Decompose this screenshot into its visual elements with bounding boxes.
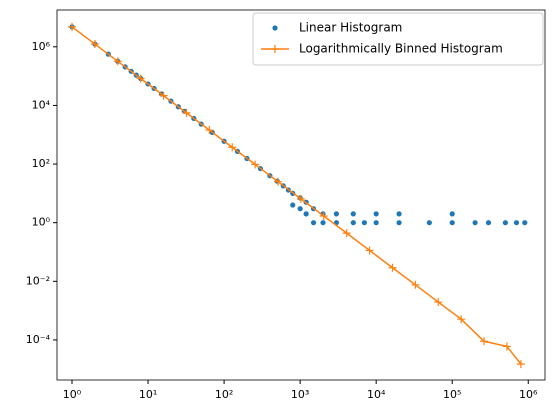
point — [296, 194, 305, 203]
point — [388, 263, 397, 272]
point — [350, 211, 356, 217]
point — [502, 220, 508, 226]
point — [396, 220, 402, 226]
x-tick-label: 10⁴ — [367, 388, 386, 401]
point — [90, 40, 99, 49]
point — [320, 220, 326, 226]
point — [182, 108, 191, 117]
point — [319, 212, 328, 221]
y-tick-label: 10⁶ — [32, 40, 51, 53]
point — [426, 220, 432, 226]
point — [113, 57, 122, 66]
point — [449, 211, 455, 217]
point — [342, 229, 351, 238]
point — [516, 360, 525, 369]
point — [290, 202, 296, 208]
point — [310, 220, 317, 226]
x-tick-label: 10¹ — [139, 388, 157, 401]
x-tick-label: 10⁵ — [443, 388, 461, 401]
point — [480, 337, 489, 346]
y-tick-label: 10⁻⁴ — [26, 333, 51, 346]
point — [502, 342, 511, 351]
plot-frame — [56, 9, 546, 381]
legend-label: Linear Histogram — [299, 21, 402, 35]
legend-box — [252, 12, 544, 66]
point — [449, 220, 455, 226]
point — [350, 220, 356, 226]
point — [485, 220, 492, 226]
y-tick-label: 10⁻² — [26, 274, 50, 287]
x-tick-label: 10³ — [291, 388, 309, 401]
x-tick-label: 10⁰ — [63, 388, 82, 401]
point — [365, 246, 374, 255]
legend-marker — [271, 45, 279, 53]
point — [159, 91, 168, 100]
point — [396, 211, 402, 217]
line — [71, 26, 522, 365]
point — [522, 220, 528, 226]
point — [136, 74, 145, 83]
x-tick-label: 10² — [215, 388, 233, 401]
legend-label: Logarithmically Binned Histogram — [299, 42, 503, 56]
y-tick-label: 10⁰ — [32, 216, 51, 229]
point — [434, 298, 443, 307]
point — [373, 211, 379, 217]
point — [472, 220, 478, 226]
point — [228, 143, 237, 152]
point — [251, 160, 260, 169]
point — [361, 220, 367, 226]
point — [373, 220, 379, 226]
point — [513, 220, 520, 226]
point — [67, 22, 76, 31]
point — [274, 177, 283, 186]
point — [303, 211, 309, 217]
y-tick-label: 10² — [32, 157, 50, 170]
y-tick-label: 10⁴ — [32, 98, 51, 111]
point — [205, 126, 214, 135]
legend-marker — [272, 25, 278, 31]
point — [411, 280, 420, 289]
point — [333, 211, 340, 217]
x-tick-label: 10⁶ — [519, 388, 538, 401]
point — [457, 315, 466, 324]
point — [297, 206, 303, 212]
